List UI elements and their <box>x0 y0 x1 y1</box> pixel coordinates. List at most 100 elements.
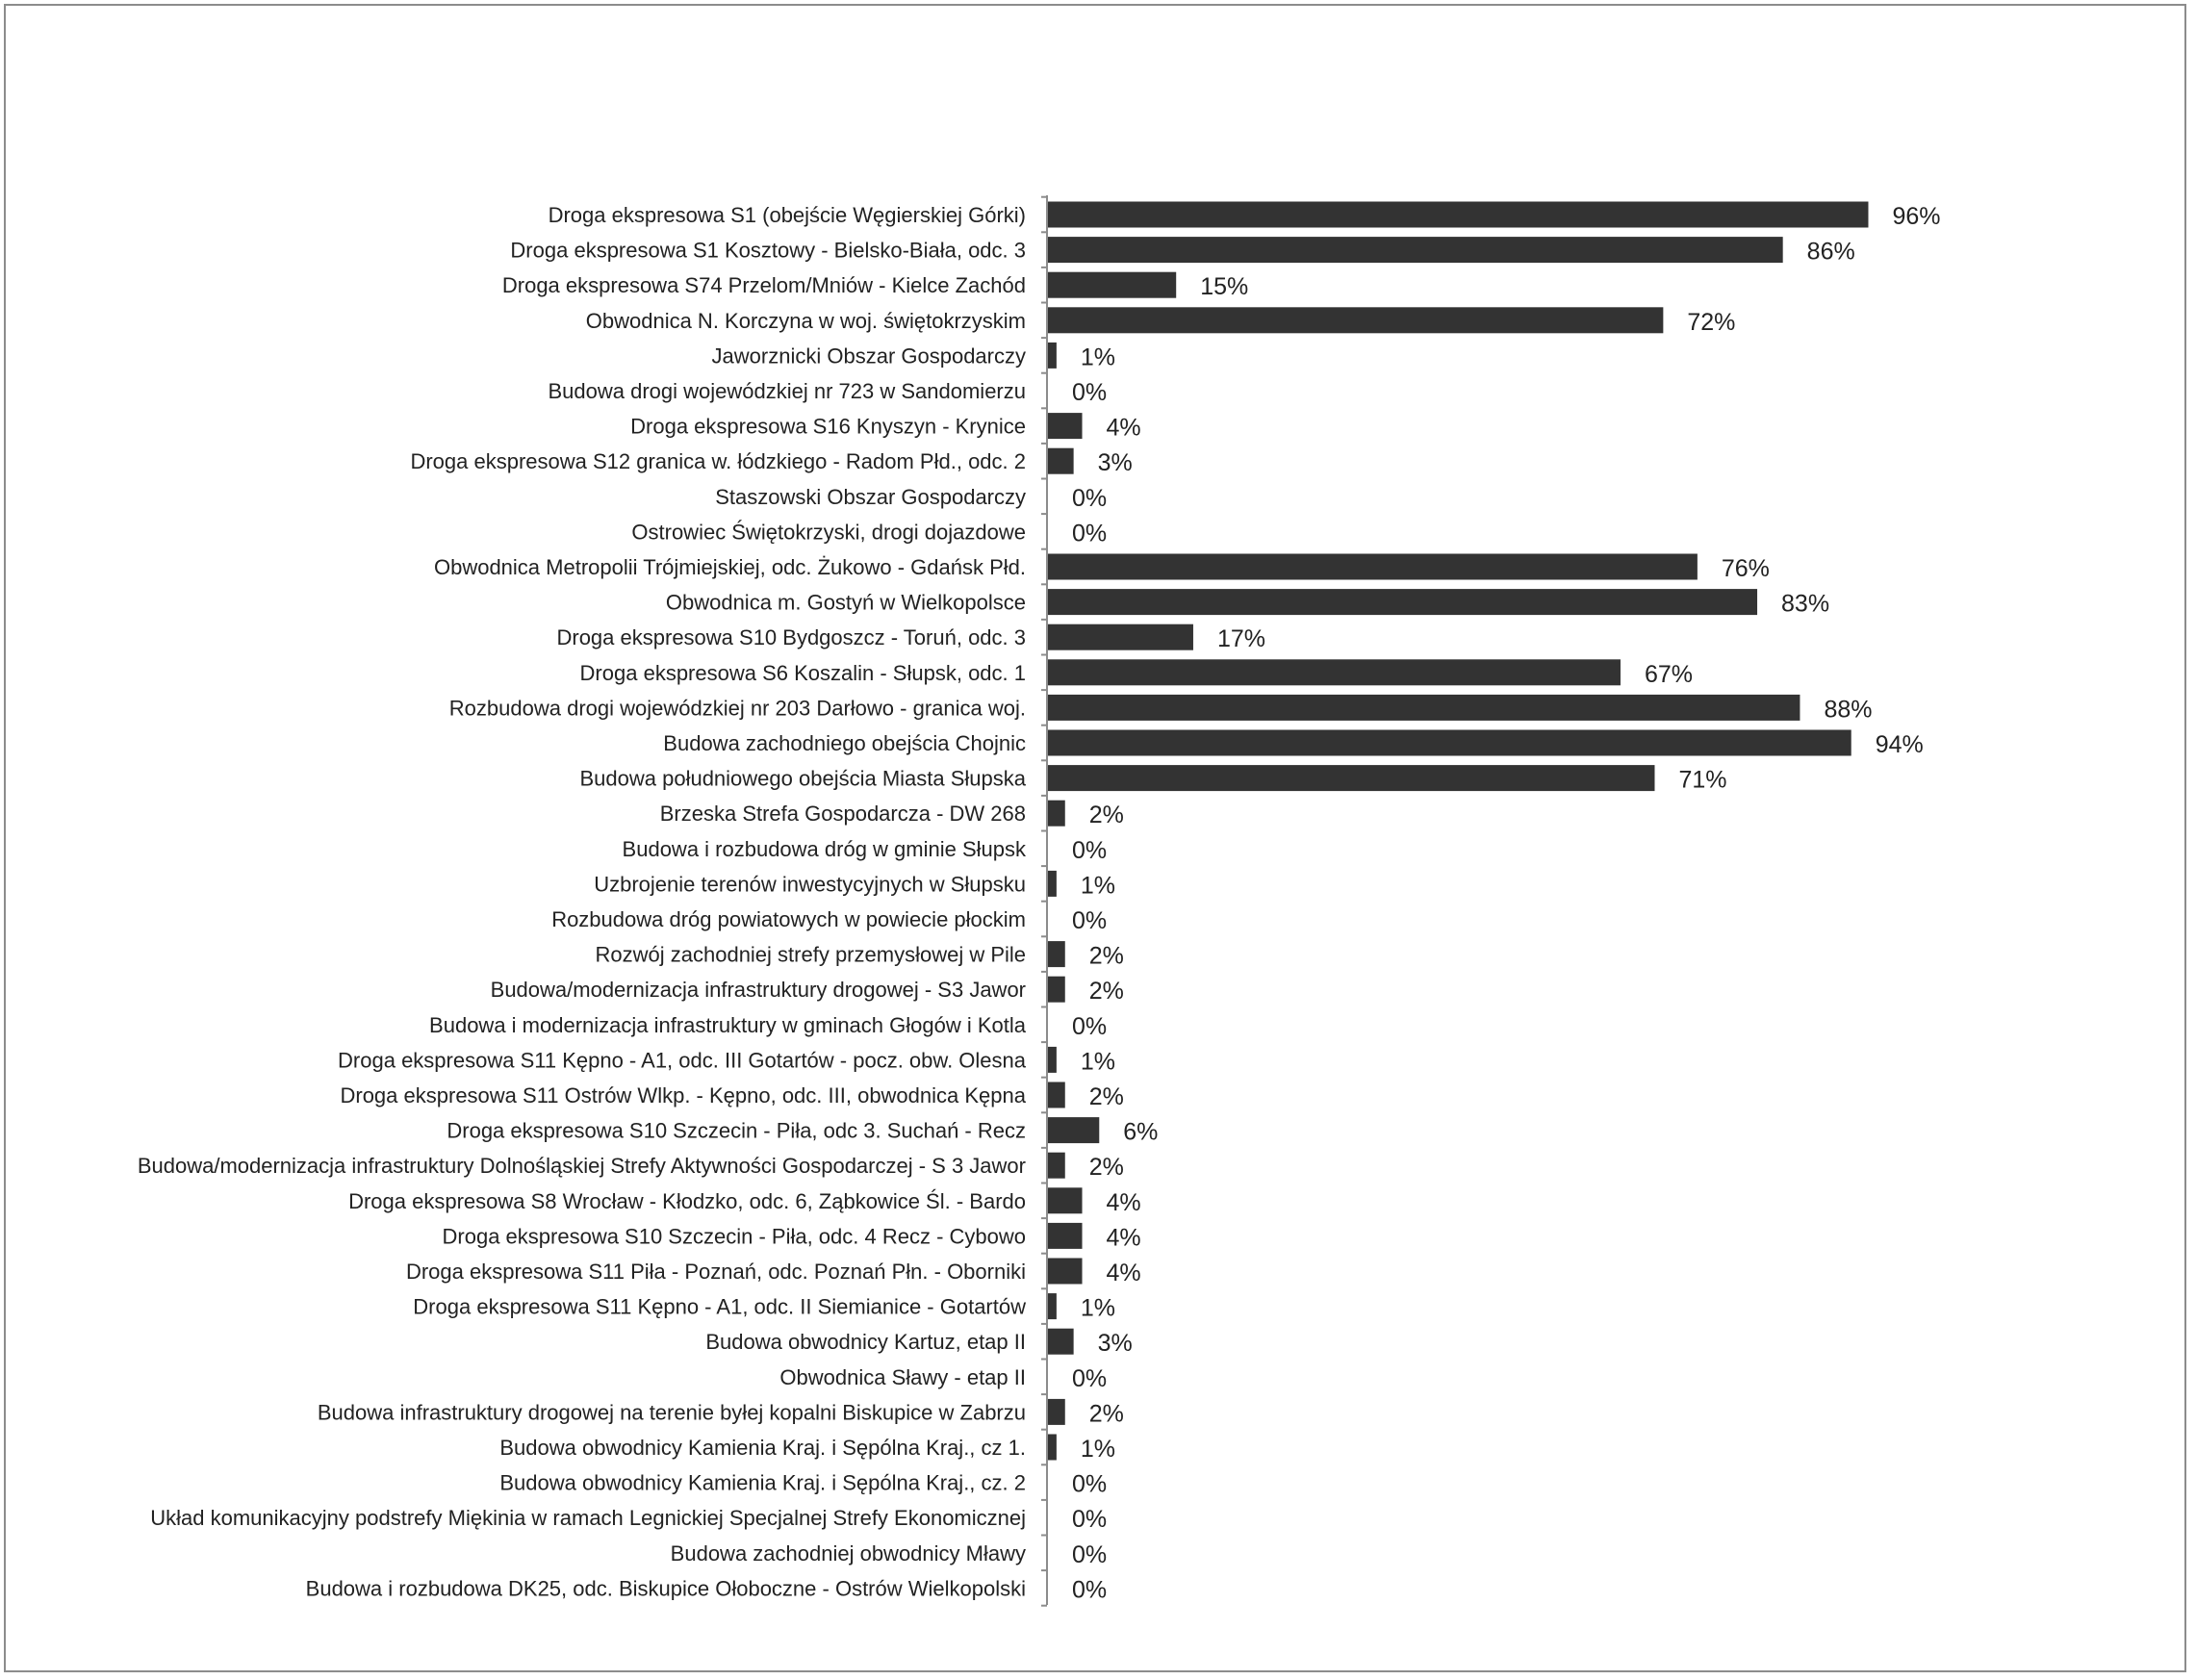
data-label: 67% <box>1645 661 1693 688</box>
category-label: Staszowski Obszar Gospodarczy <box>715 485 1026 509</box>
data-label: 76% <box>1722 555 1770 582</box>
data-label: 4% <box>1107 1260 1141 1286</box>
category-label: Droga ekspresowa S10 Szczecin - Piła, od… <box>443 1224 1026 1248</box>
category-label: Budowa zachodniej obwodnicy Mławy <box>671 1541 1026 1565</box>
category-label: Budowa obwodnicy Kartuz, etap II <box>705 1330 1026 1354</box>
bar <box>1048 941 1065 968</box>
data-label: 15% <box>1200 273 1248 300</box>
category-label: Uzbrojenie terenów inwestycyjnych w Słup… <box>594 872 1026 896</box>
data-label: 0% <box>1072 1576 1107 1603</box>
bar <box>1048 765 1655 792</box>
category-label: Droga ekspresowa S11 Piła - Poznań, odc.… <box>406 1260 1026 1284</box>
bar <box>1048 307 1664 334</box>
bar <box>1048 729 1851 756</box>
bar <box>1048 976 1065 1003</box>
bar <box>1048 553 1698 580</box>
data-label: 0% <box>1072 485 1107 512</box>
bar <box>1048 870 1057 897</box>
bar <box>1048 1293 1057 1320</box>
data-label: 96% <box>1892 203 1940 230</box>
bars <box>1048 201 1869 1461</box>
bar <box>1048 1152 1065 1179</box>
data-label: 0% <box>1072 907 1107 934</box>
data-label: 72% <box>1687 309 1735 336</box>
data-label: 17% <box>1217 625 1265 652</box>
data-label: 2% <box>1089 1400 1124 1427</box>
value-labels: 96%86%15%72%1%0%4%3%0%0%76%83%17%67%88%9… <box>1072 203 1941 1603</box>
data-label: 2% <box>1089 978 1124 1005</box>
data-label: 4% <box>1107 1224 1141 1251</box>
y-axis <box>1041 195 1048 1607</box>
data-label: 0% <box>1072 379 1107 406</box>
category-label: Droga ekspresowa S1 Kosztowy - Bielsko-B… <box>510 239 1026 263</box>
bar <box>1048 1328 1074 1355</box>
data-label: 4% <box>1107 1189 1141 1216</box>
category-label: Budowa/modernizacja infrastruktury drogo… <box>491 978 1026 1002</box>
data-label: 1% <box>1081 1436 1115 1463</box>
category-label: Budowa i rozbudowa dróg w gminie Słupsk <box>623 837 1027 861</box>
data-label: 6% <box>1123 1119 1158 1146</box>
category-label: Droga ekspresowa S12 granica w. łódzkieg… <box>410 449 1026 473</box>
bar <box>1048 201 1869 228</box>
data-label: 3% <box>1098 1330 1133 1357</box>
category-label: Budowa i rozbudowa DK25, odc. Biskupice … <box>306 1576 1026 1600</box>
data-label: 2% <box>1089 943 1124 970</box>
category-label: Jaworznicki Obszar Gospodarczy <box>712 344 1026 368</box>
category-label: Obwodnica m. Gostyń w Wielkopolsce <box>666 591 1026 615</box>
category-label: Droga ekspresowa S1 (obejście Węgierskie… <box>549 203 1026 227</box>
data-label: 0% <box>1072 837 1107 864</box>
data-label: 1% <box>1081 344 1115 370</box>
bar <box>1048 1258 1083 1285</box>
bar <box>1048 271 1177 298</box>
category-label: Droga ekspresowa S6 Koszalin - Słupsk, o… <box>580 661 1026 685</box>
bar <box>1048 1117 1100 1144</box>
bar <box>1048 800 1065 827</box>
category-label: Budowa południowego obejścia Miasta Słup… <box>579 767 1026 791</box>
data-label: 0% <box>1072 1013 1107 1040</box>
category-label: Droga ekspresowa S11 Ostrów Wlkp. - Kępn… <box>340 1083 1026 1107</box>
category-label: Droga ekspresowa S74 Przelom/Mniów - Kie… <box>502 273 1026 297</box>
category-label: Droga ekspresowa S11 Kępno - A1, odc. II… <box>413 1295 1026 1319</box>
bar <box>1048 659 1621 686</box>
category-label: Układ komunikacyjny podstrefy Miękinia w… <box>150 1506 1026 1530</box>
category-label: Droga ekspresowa S8 Wrocław - Kłodzko, o… <box>348 1189 1026 1213</box>
bar <box>1048 589 1758 616</box>
data-label: 71% <box>1678 767 1726 794</box>
data-label: 2% <box>1089 1154 1124 1181</box>
data-label: 88% <box>1824 696 1872 723</box>
data-label: 86% <box>1807 239 1855 266</box>
category-label: Ostrowiec Świętokrzyski, drogi dojazdowe <box>631 520 1026 544</box>
bar <box>1048 624 1193 650</box>
category-label: Droga ekspresowa S16 Knyszyn - Krynice <box>630 415 1026 439</box>
bar <box>1048 413 1083 440</box>
category-label: Budowa zachodniego obejścia Chojnic <box>663 731 1026 755</box>
category-label: Droga ekspresowa S10 Bydgoszcz - Toruń, … <box>556 625 1026 649</box>
bar <box>1048 237 1783 264</box>
category-label: Rozbudowa drogi wojewódzkiej nr 203 Darł… <box>449 696 1026 720</box>
category-label: Budowa obwodnicy Kamienia Kraj. i Sępóln… <box>499 1471 1026 1495</box>
data-label: 1% <box>1081 872 1115 899</box>
data-label: 2% <box>1089 1083 1124 1110</box>
category-label: Droga ekspresowa S10 Szczecin - Piła, od… <box>447 1119 1026 1143</box>
category-label: Obwodnica Sławy - etap II <box>779 1365 1026 1389</box>
category-labels: Droga ekspresowa S1 (obejście Węgierskie… <box>138 203 1027 1600</box>
bar <box>1048 1434 1057 1461</box>
data-label: 0% <box>1072 520 1107 547</box>
data-label: 94% <box>1876 731 1924 758</box>
data-label: 0% <box>1072 1471 1107 1498</box>
category-label: Budowa obwodnicy Kamienia Kraj. i Sępóln… <box>499 1436 1026 1460</box>
bar <box>1048 694 1800 721</box>
category-label: Budowa i modernizacja infrastruktury w g… <box>429 1013 1027 1037</box>
data-label: 3% <box>1098 449 1133 476</box>
bar <box>1048 1398 1065 1425</box>
data-label: 1% <box>1081 1048 1115 1075</box>
data-label: 0% <box>1072 1365 1107 1392</box>
data-label: 0% <box>1072 1541 1107 1568</box>
data-label: 0% <box>1072 1506 1107 1533</box>
bar <box>1048 1222 1083 1249</box>
bar <box>1048 1187 1083 1214</box>
category-label: Droga ekspresowa S11 Kępno - A1, odc. II… <box>338 1048 1027 1072</box>
category-label: Rozwój zachodniej strefy przemysłowej w … <box>596 943 1027 967</box>
category-label: Budowa infrastruktury drogowej na tereni… <box>318 1400 1026 1424</box>
